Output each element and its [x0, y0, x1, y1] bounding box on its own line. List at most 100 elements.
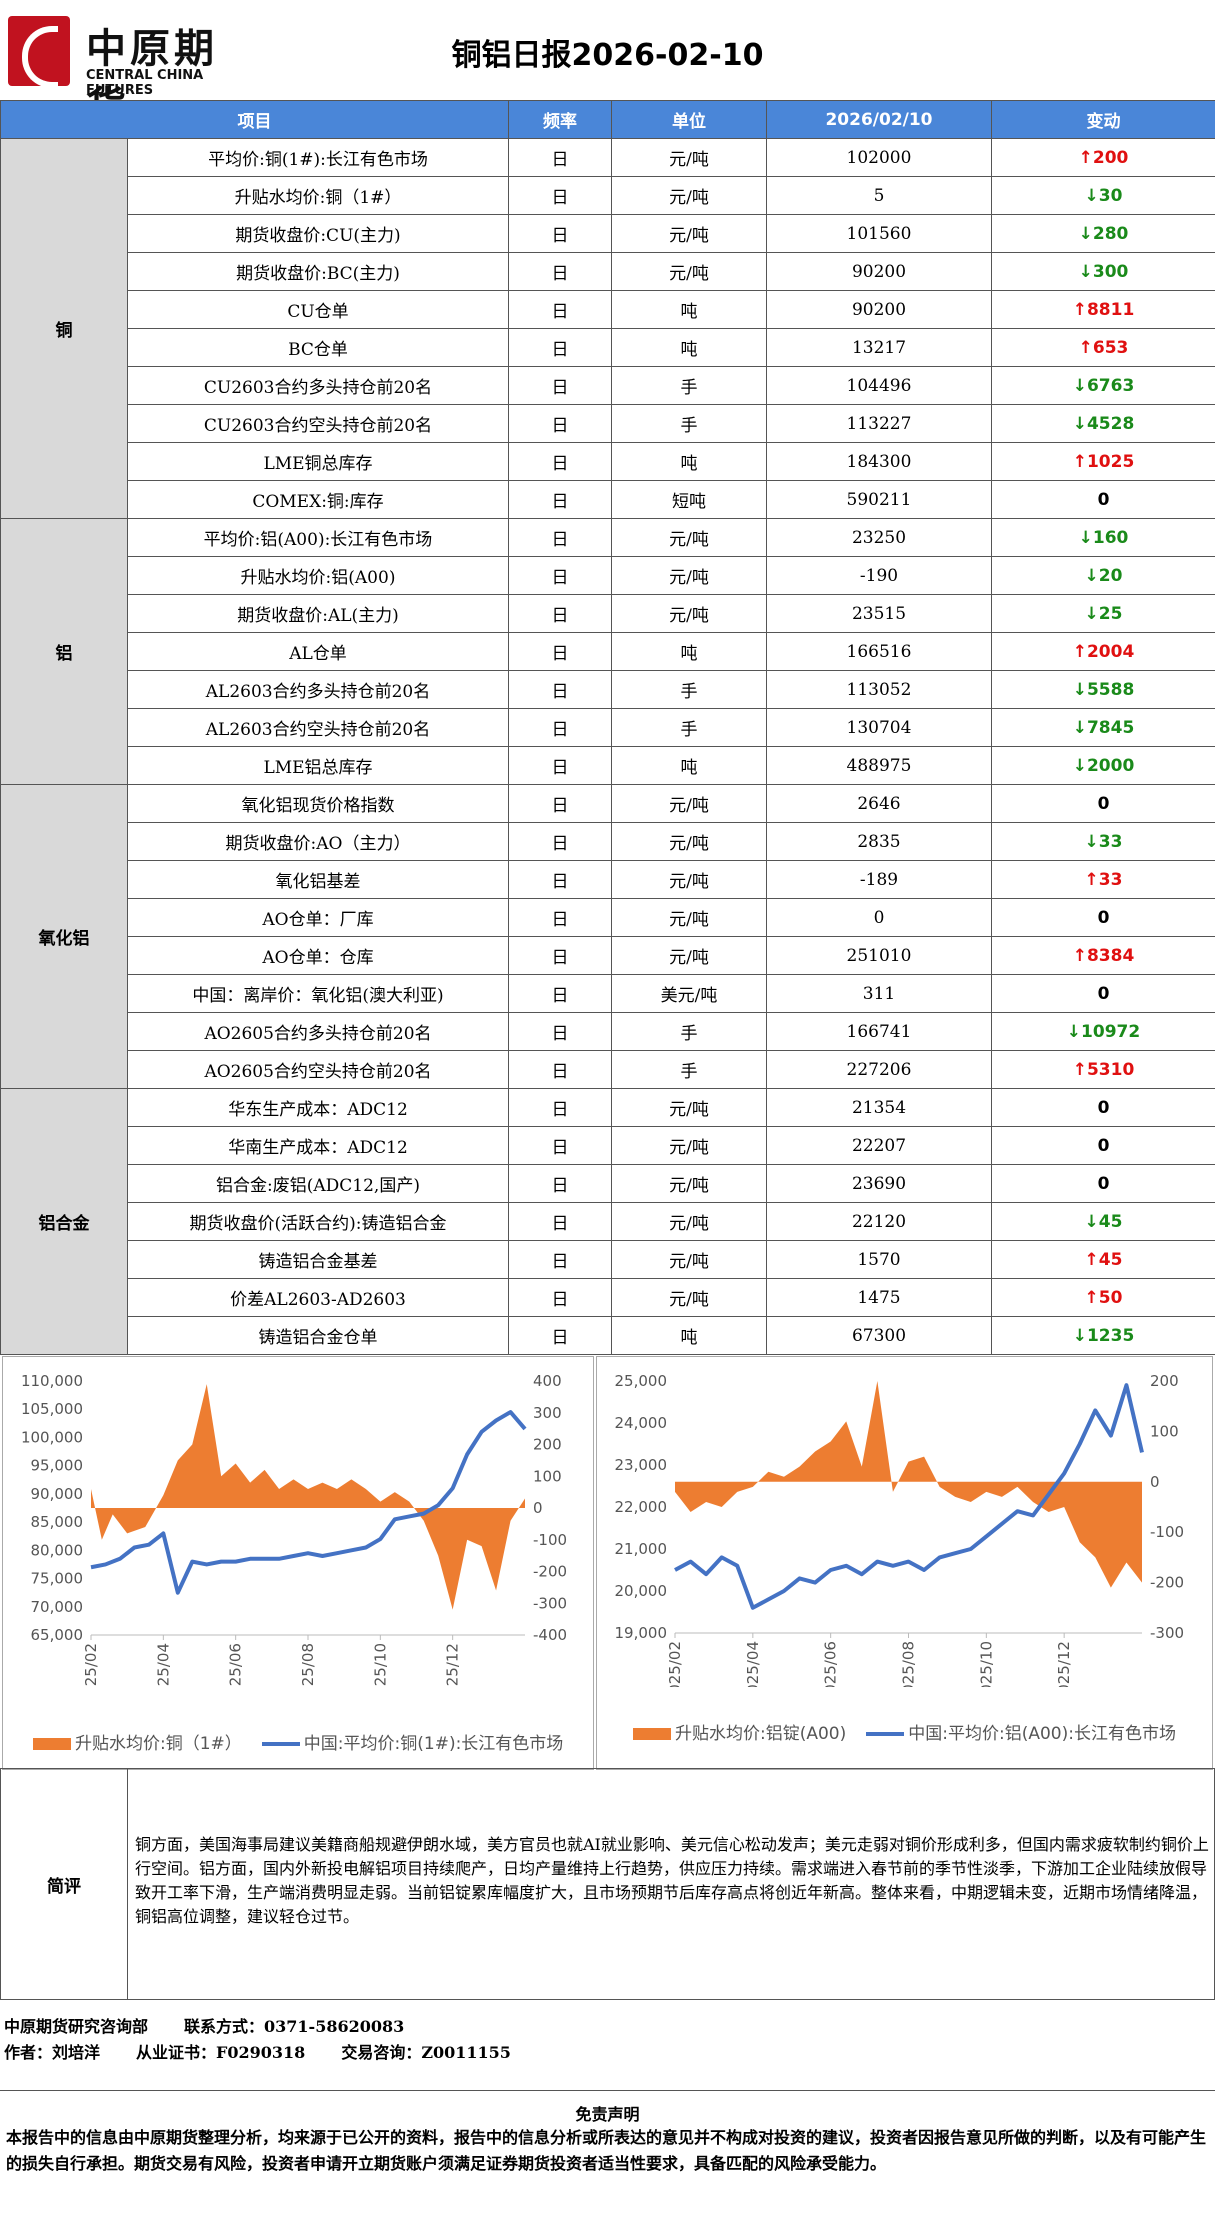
y-right-tick-label: 300	[533, 1404, 562, 1422]
unit-cell: 元/吨	[611, 176, 767, 215]
table-row: 氧化铝基差日元/吨 -189 ↑33	[1, 860, 1215, 899]
value-cell: 311	[766, 974, 992, 1013]
table-row: AO2605合约多头持仓前20名日手 166741 ↓10972	[1, 1012, 1215, 1051]
unit-cell: 元/吨	[611, 784, 767, 823]
item-cell: 期货收盘价(活跃合约):铸造铝合金	[127, 1202, 509, 1241]
change-value: 0	[1097, 907, 1110, 928]
value-cell: 23690	[766, 1164, 992, 1203]
change-value: 2004	[1086, 641, 1135, 662]
arrow-down-icon: ↓	[1072, 755, 1087, 776]
x-tick-label: 2025/08	[900, 1641, 918, 1687]
freq-cell: 日	[508, 518, 612, 557]
item-cell: 期货收盘价:BC(主力)	[127, 252, 509, 291]
arrow-down-icon: ↓	[1072, 375, 1087, 396]
change-cell: ↓10972	[991, 1012, 1215, 1051]
value-cell: 0	[766, 898, 992, 937]
table-row: 铝合金:废铝(ADC12,国产) 日元/吨 23690 0	[1, 1164, 1215, 1203]
col-header-item: 项目	[0, 100, 509, 139]
table-row: AO2605合约空头持仓前20名日手 227206 ↑5310	[1, 1050, 1215, 1089]
change-value: 160	[1092, 527, 1129, 548]
arrow-up-icon: ↑	[1084, 869, 1099, 890]
change-cell: ↓5588	[991, 670, 1215, 709]
arrow-up-icon: ↑	[1084, 1287, 1099, 1308]
freq-cell: 日	[508, 366, 612, 405]
table-row: LME铝总库存日吨 488975 ↓2000	[1, 746, 1215, 785]
area-series-premium	[91, 1384, 525, 1610]
change-cell: ↑5310	[991, 1050, 1215, 1089]
arrow-down-icon: ↓	[1084, 831, 1099, 852]
change-value: 2000	[1086, 755, 1135, 776]
aluminum-chart: 19,000 20,000 21,000 22,000 23,000 24,000 25,0…	[596, 1356, 1213, 1770]
item-cell: AO2605合约多头持仓前20名	[127, 1012, 509, 1051]
arrow-up-icon: ↑	[1072, 299, 1087, 320]
table-row: 中国：离岸价：氧化铝(澳大利亚) 日美元/吨 311 0	[1, 974, 1215, 1013]
unit-cell: 元/吨	[611, 860, 767, 899]
x-tick-label: 2025/12	[444, 1643, 462, 1687]
item-cell: AL2603合约空头持仓前20名	[127, 708, 509, 747]
table-header-row: 项目 频率 单位 2026/02/10 变动	[0, 100, 1215, 139]
unit-cell: 手	[611, 366, 767, 405]
item-cell: 平均价:铝(A00):长江有色市场	[127, 518, 509, 557]
item-cell: 铸造铝合金仓单	[127, 1316, 509, 1355]
arrow-down-icon: ↓	[1084, 1211, 1099, 1232]
arrow-up-icon: ↑	[1072, 945, 1087, 966]
report-header: 中原期貨 CENTRAL CHINA FUTURES 铜铝日报2026-02-1…	[0, 0, 1215, 130]
y-right-tick-label: 200	[1150, 1372, 1179, 1390]
change-cell: 0	[991, 480, 1215, 519]
value-cell: 22207	[766, 1126, 992, 1165]
item-cell: AL2603合约多头持仓前20名	[127, 670, 509, 709]
freq-cell: 日	[508, 670, 612, 709]
arrow-down-icon: ↓	[1078, 261, 1093, 282]
table-row: AL2603合约多头持仓前20名日手 113052 ↓5588	[1, 670, 1215, 709]
change-value: 4528	[1086, 413, 1135, 434]
unit-cell: 吨	[611, 632, 767, 671]
value-cell: 101560	[766, 214, 992, 253]
table-row: 期货收盘价:AO（主力）日元/吨 2835 ↓33	[1, 822, 1215, 861]
unit-cell: 元/吨	[611, 1278, 767, 1317]
freq-cell: 日	[508, 822, 612, 861]
copper-chart-legend: 升贴水均价:铜（1#） 中国:平均价:铜(1#):长江有色市场	[33, 1729, 563, 1754]
item-cell: 氧化铝基差	[127, 860, 509, 899]
y-left-tick-label: 19,000	[615, 1624, 668, 1642]
value-cell: 21354	[766, 1088, 992, 1127]
unit-cell: 吨	[611, 1316, 767, 1355]
item-cell: 平均价:铜(1#):长江有色市场	[127, 138, 509, 177]
x-tick-label: 2025/10	[371, 1643, 389, 1687]
unit-cell: 手	[611, 1050, 767, 1089]
table-row: AO仓单：厂库日元/吨 0 0	[1, 898, 1215, 937]
change-cell: ↓20	[991, 556, 1215, 595]
unit-cell: 吨	[611, 328, 767, 367]
table-row: 期货收盘价:AL(主力) 日元/吨 23515 ↓25	[1, 594, 1215, 633]
unit-cell: 手	[611, 670, 767, 709]
freq-cell: 日	[508, 1164, 612, 1203]
category-cell: 铝	[0, 518, 128, 785]
unit-cell: 吨	[611, 442, 767, 481]
data-table: 项目 频率 单位 2026/02/10 变动 铜平均价:铜(1#):长江有色市场…	[0, 100, 1215, 1355]
arrow-up-icon: ↑	[1072, 641, 1087, 662]
change-value: 33	[1098, 869, 1123, 890]
arrow-down-icon: ↓	[1072, 717, 1087, 738]
change-cell: ↓7845	[991, 708, 1215, 747]
comment-label: 简评	[1, 1769, 128, 1999]
change-cell: ↓6763	[991, 366, 1215, 405]
item-cell: LME铜总库存	[127, 442, 509, 481]
unit-cell: 美元/吨	[611, 974, 767, 1013]
line-series-price	[90, 1410, 527, 1595]
area-series-premium	[675, 1381, 1142, 1588]
item-cell: 升贴水均价:铝(A00)	[127, 556, 509, 595]
author: 作者：刘培洋	[4, 2043, 101, 2062]
value-cell: 23515	[766, 594, 992, 633]
table-row: 价差AL2603-AD2603 日元/吨 1475 ↑50	[1, 1278, 1215, 1317]
value-cell: 2835	[766, 822, 992, 861]
y-left-tick-label: 24,000	[615, 1414, 668, 1432]
x-tick-label: 2025/04	[744, 1641, 762, 1687]
freq-cell: 日	[508, 1316, 612, 1355]
value-cell: 184300	[766, 442, 992, 481]
y-left-tick-label: 75,000	[31, 1570, 84, 1588]
freq-cell: 日	[508, 746, 612, 785]
freq-cell: 日	[508, 632, 612, 671]
unit-cell: 手	[611, 708, 767, 747]
logo-mark-icon	[8, 16, 70, 88]
table-row: CU仓单日吨 90200 ↑8811	[1, 290, 1215, 329]
y-right-tick-label: -400	[533, 1626, 567, 1644]
